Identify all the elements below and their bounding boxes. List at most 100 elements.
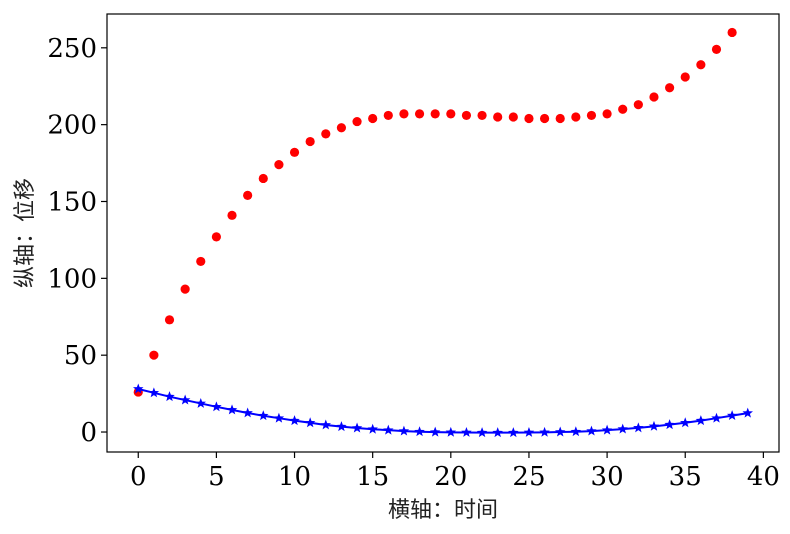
data-point bbox=[321, 129, 331, 139]
data-point bbox=[555, 113, 565, 124]
data-point bbox=[633, 100, 643, 110]
data-point bbox=[571, 112, 581, 122]
data-point bbox=[430, 109, 440, 119]
data-point bbox=[586, 425, 597, 436]
data-point bbox=[601, 424, 613, 435]
data-point bbox=[289, 147, 300, 157]
data-point bbox=[618, 104, 628, 114]
data-point bbox=[304, 417, 316, 428]
data-point bbox=[429, 426, 441, 437]
data-point bbox=[164, 315, 175, 325]
y-tick-label: 100 bbox=[47, 264, 97, 294]
x-tick-label: 35 bbox=[669, 462, 702, 492]
data-point bbox=[305, 136, 315, 147]
data-point bbox=[446, 109, 456, 119]
data-point bbox=[242, 407, 253, 418]
data-point bbox=[617, 423, 628, 434]
series-1 bbox=[133, 383, 753, 438]
x-axis: 0 5 10 15 20 25 30 35 40 bbox=[130, 452, 780, 492]
x-tick-label: 30 bbox=[591, 462, 624, 492]
x-tick-label: 20 bbox=[434, 462, 467, 492]
x-axis-label: 横轴：时间 bbox=[388, 498, 498, 523]
data-point bbox=[414, 109, 425, 119]
data-point bbox=[665, 83, 675, 93]
data-point bbox=[164, 391, 175, 402]
data-point bbox=[180, 284, 190, 294]
y-tick-label: 50 bbox=[64, 341, 97, 371]
data-point bbox=[289, 415, 300, 426]
data-point bbox=[243, 190, 253, 200]
data-point bbox=[648, 420, 660, 431]
series-layer bbox=[133, 27, 753, 438]
data-point bbox=[477, 110, 487, 121]
data-point bbox=[508, 427, 519, 438]
data-point bbox=[211, 401, 222, 412]
data-point bbox=[586, 110, 597, 121]
data-point bbox=[351, 422, 363, 433]
x-tick-label: 0 bbox=[130, 462, 147, 492]
data-point bbox=[680, 72, 690, 82]
data-point bbox=[179, 394, 191, 405]
data-point bbox=[696, 60, 706, 70]
data-point bbox=[742, 407, 753, 418]
series-line bbox=[138, 388, 748, 434]
data-point bbox=[258, 173, 268, 184]
plot-area bbox=[106, 13, 780, 453]
data-point bbox=[414, 426, 425, 437]
data-point bbox=[524, 113, 534, 124]
data-point bbox=[461, 110, 472, 121]
data-point bbox=[274, 160, 284, 170]
data-point bbox=[711, 44, 722, 54]
plot-frame bbox=[106, 13, 780, 453]
data-point bbox=[711, 412, 722, 423]
data-point bbox=[367, 423, 378, 434]
data-point bbox=[445, 426, 457, 437]
data-point bbox=[196, 256, 206, 267]
y-tick-label: 0 bbox=[80, 418, 97, 448]
data-point bbox=[133, 383, 144, 394]
y-tick-label: 150 bbox=[47, 187, 97, 217]
data-point bbox=[149, 350, 159, 360]
data-point bbox=[383, 424, 394, 435]
data-point bbox=[570, 426, 582, 437]
data-point bbox=[336, 421, 347, 432]
data-point bbox=[649, 92, 659, 102]
data-point bbox=[539, 113, 550, 124]
data-point bbox=[398, 425, 410, 436]
y-axis: 0 50 100 150 200 250 bbox=[47, 34, 107, 448]
data-point bbox=[226, 404, 238, 415]
data-point bbox=[523, 426, 535, 437]
data-point bbox=[664, 419, 675, 430]
data-point bbox=[695, 415, 707, 426]
data-point bbox=[399, 109, 409, 119]
data-point bbox=[336, 123, 347, 133]
data-point bbox=[211, 232, 221, 242]
data-point bbox=[476, 427, 488, 438]
data-point bbox=[383, 110, 393, 121]
data-point bbox=[461, 426, 472, 437]
x-tick-label: 15 bbox=[356, 462, 389, 492]
data-point bbox=[633, 422, 644, 433]
data-point bbox=[227, 210, 237, 220]
data-point bbox=[352, 116, 362, 127]
data-point bbox=[148, 387, 160, 398]
x-tick-label: 25 bbox=[512, 462, 545, 492]
x-tick-label: 10 bbox=[278, 462, 311, 492]
data-point bbox=[258, 410, 269, 421]
data-point bbox=[554, 426, 566, 437]
y-tick-label: 250 bbox=[47, 34, 97, 64]
y-axis-label: 纵轴：位移 bbox=[13, 178, 38, 288]
data-point bbox=[602, 109, 612, 119]
data-point bbox=[493, 112, 503, 122]
y-tick-label: 200 bbox=[47, 111, 97, 141]
data-point bbox=[320, 419, 332, 430]
x-tick-label: 5 bbox=[208, 462, 225, 492]
series-0 bbox=[133, 27, 737, 397]
data-point bbox=[368, 113, 378, 124]
data-point bbox=[492, 427, 503, 438]
data-point bbox=[273, 412, 285, 423]
data-point bbox=[727, 27, 737, 38]
data-point bbox=[508, 112, 518, 122]
x-tick-label: 40 bbox=[747, 462, 780, 492]
